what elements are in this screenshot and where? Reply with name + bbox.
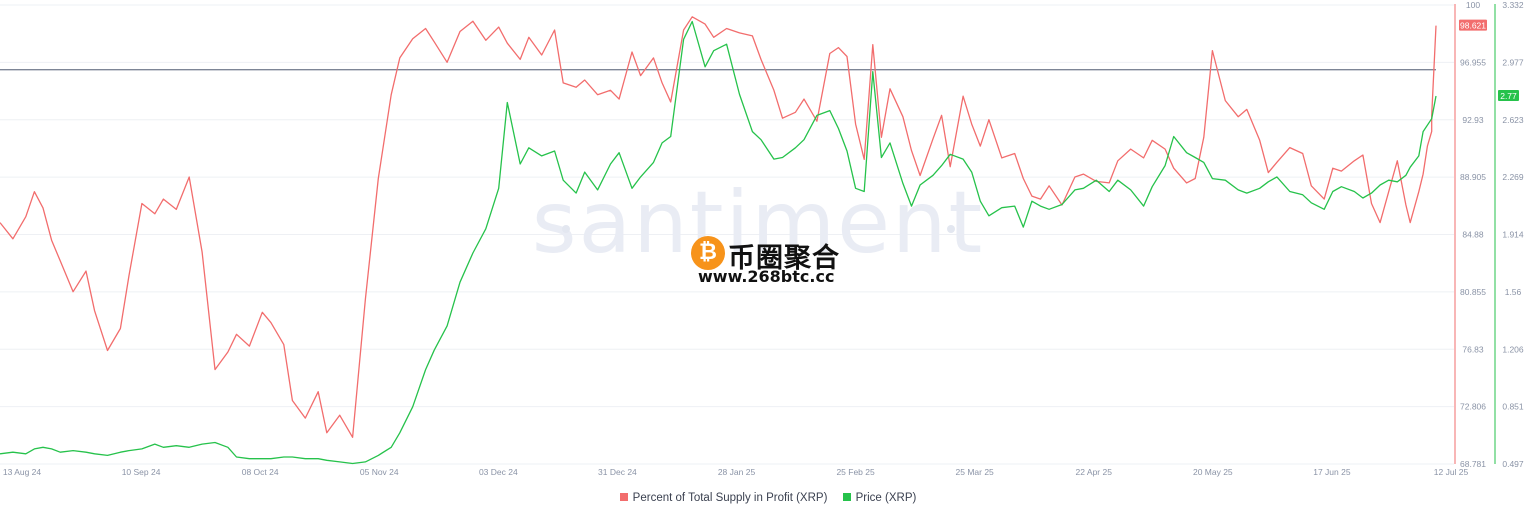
legend-label-supply-in-profit: Percent of Total Supply in Profit (XRP) [632,492,828,504]
y-left-tick-label: 72.806 [1460,402,1486,412]
watermark-dot-left [562,225,570,233]
legend-item-supply-in-profit[interactable]: Percent of Total Supply in Profit (XRP) [619,492,828,504]
series-line-supply-in-profit [0,16,1437,438]
legend-swatch-supply-in-profit [619,493,628,501]
y-right-tick-label: 0.851 [1502,402,1524,412]
badge-price-bg [1498,89,1519,101]
x-tick-label: 05 Nov 24 [360,467,399,477]
series-line-price [0,20,1437,465]
value-badges: 98.621 2.77 [1459,19,1519,101]
x-tick-label: 17 Jun 25 [1313,467,1351,477]
x-tick-label: 31 Dec 24 [598,467,637,477]
badge-supply-in-profit-bg [1459,19,1487,31]
x-tick-label: 22 Apr 25 [1076,467,1113,477]
legend-swatch-price [842,493,851,501]
x-tick-label: 25 Mar 25 [956,467,995,477]
x-axis-ticks: 13 Aug 24 10 Sep 24 08 Oct 24 05 Nov 24 03 D… [3,467,1469,477]
watermark-dot-right [947,225,955,233]
grid-lines [0,4,1454,465]
site-logo: ₿ 币圈聚合 www.268btc.cc [690,236,850,288]
x-tick-label: 10 Sep 24 [122,467,161,477]
series-group [0,16,1437,465]
y-left-tick-label: 84.88 [1462,230,1484,240]
y-left-tick-label: 92.93 [1462,115,1484,125]
badge-supply-in-profit-label: 98.621 [1460,21,1486,31]
bitcoin-icon: ₿ [691,236,725,270]
y-left-tick-label: 100 [1466,0,1480,10]
x-tick-label: 13 Aug 24 [3,467,42,477]
y-right-tick-label: 1.206 [1502,344,1524,354]
y-axis-left-ticks: 100 96.955 92.93 88.905 84.88 80.855 76.83 72.8… [1460,0,1486,469]
y-right-tick-label: 2.977 [1502,57,1524,67]
x-tick-label: 28 Jan 25 [718,467,756,477]
y-axis-right-ticks: 3.332 2.977 2.623 2.269 1.914 1.56 1.206 0.851 0… [1502,0,1524,469]
brand-name: 币圈聚合 [728,243,840,274]
legend: Percent of Total Supply in Profit (XRP) … [0,492,1536,504]
y-right-tick-label: 2.269 [1502,172,1524,182]
y-left-tick-label: 80.855 [1460,287,1486,297]
y-left-tick-label: 88.905 [1460,172,1486,182]
badge-price-label: 2.77 [1500,91,1517,101]
x-tick-label: 12 Jul 25 [1434,467,1469,477]
y-right-tick-label: 2.623 [1502,115,1524,125]
x-tick-label: 08 Oct 24 [242,467,279,477]
y-left-tick-label: 76.83 [1462,344,1484,354]
x-tick-label: 03 Dec 24 [479,467,518,477]
y-right-tick-label: 3.332 [1502,0,1524,10]
axes [1454,4,1496,464]
y-right-tick-label: 1.56 [1505,287,1522,297]
brand-url: www.268btc.cc [698,267,835,286]
y-left-tick-label: 96.955 [1460,57,1486,67]
watermark-santiment: santiment [532,173,985,273]
y-right-tick-label: 0.497 [1502,459,1524,469]
y-left-tick-label: 68.781 [1460,459,1486,469]
y-right-tick-label: 1.914 [1502,230,1524,240]
legend-item-price[interactable]: Price (XRP) [842,492,917,504]
x-tick-label: 20 May 25 [1193,467,1233,477]
legend-label-price: Price (XRP) [855,492,917,504]
x-tick-label: 25 Feb 25 [836,467,875,477]
